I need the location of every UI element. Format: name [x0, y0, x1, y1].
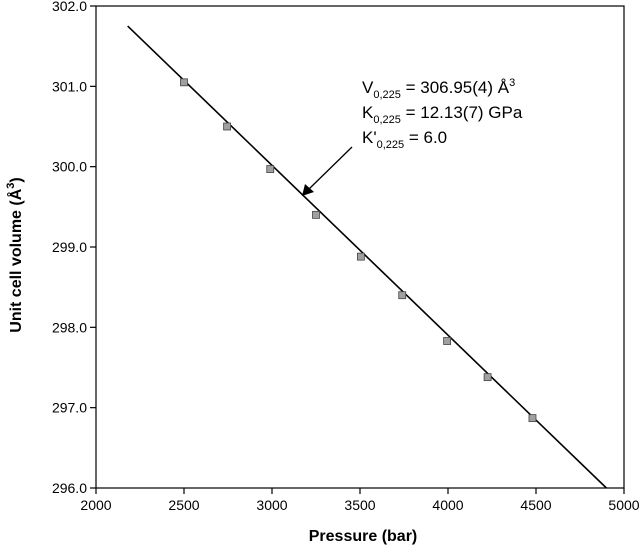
y-tick-label: 296.0 [52, 480, 87, 496]
annotation-k0: K0,225 = 12.13(7) GPa [362, 103, 523, 126]
annotation-arrow-shaft [307, 146, 353, 191]
plot-frame [95, 5, 625, 489]
y-tick-label: 298.0 [52, 319, 87, 335]
annotation-arrow-head [302, 184, 314, 196]
data-point [483, 373, 492, 382]
data-point [266, 165, 275, 173]
x-axis-title: Pressure (bar) [309, 528, 418, 545]
x-tick-label: 4500 [520, 497, 551, 513]
y-axis-title-main: Unit cell volume (Å [6, 188, 25, 332]
x-tick-label: 3500 [344, 497, 375, 513]
fit-line-group [127, 25, 607, 489]
y-tick-label: 297.0 [52, 400, 87, 416]
y-axis-title: Unit cell volume (Å3) [5, 177, 25, 332]
x-tick-label: 3000 [256, 497, 287, 513]
y-tick-label: 299.0 [52, 239, 87, 255]
annotation: V0,225 = 306.95(4) Å3 K0,225 = 12.13(7) … [302, 77, 523, 196]
y-axis-title-close: ) [8, 177, 25, 182]
y-axis-title-sup: 3 [5, 183, 17, 189]
x-tick-label: 5000 [608, 497, 639, 513]
data-point [223, 122, 232, 131]
annotation-kprime: K'0,225 = 6.0 [362, 128, 447, 151]
x-axis: 2000 2500 3000 3500 4000 4500 5000 [80, 488, 640, 513]
data-point [356, 252, 365, 261]
x-tick-label: 2000 [80, 497, 111, 513]
y-tick-label: 301.0 [52, 78, 87, 94]
x-tick-label: 2500 [168, 497, 199, 513]
y-tick-label: 300.0 [52, 159, 87, 175]
y-tick-label: 302.0 [52, 0, 87, 14]
data-point [180, 78, 188, 87]
annotation-v0: V0,225 = 306.95(4) Å3 [362, 77, 515, 101]
data-point [443, 337, 452, 345]
data-point [398, 291, 407, 300]
fit-line [127, 25, 607, 489]
data-points [180, 78, 537, 423]
data-point [312, 210, 320, 219]
y-axis: 296.0 297.0 298.0 299.0 300.0 301.0 302.0 [52, 0, 96, 496]
x-tick-label: 4000 [432, 497, 463, 513]
plot-area [95, 5, 625, 489]
data-point [528, 414, 537, 423]
